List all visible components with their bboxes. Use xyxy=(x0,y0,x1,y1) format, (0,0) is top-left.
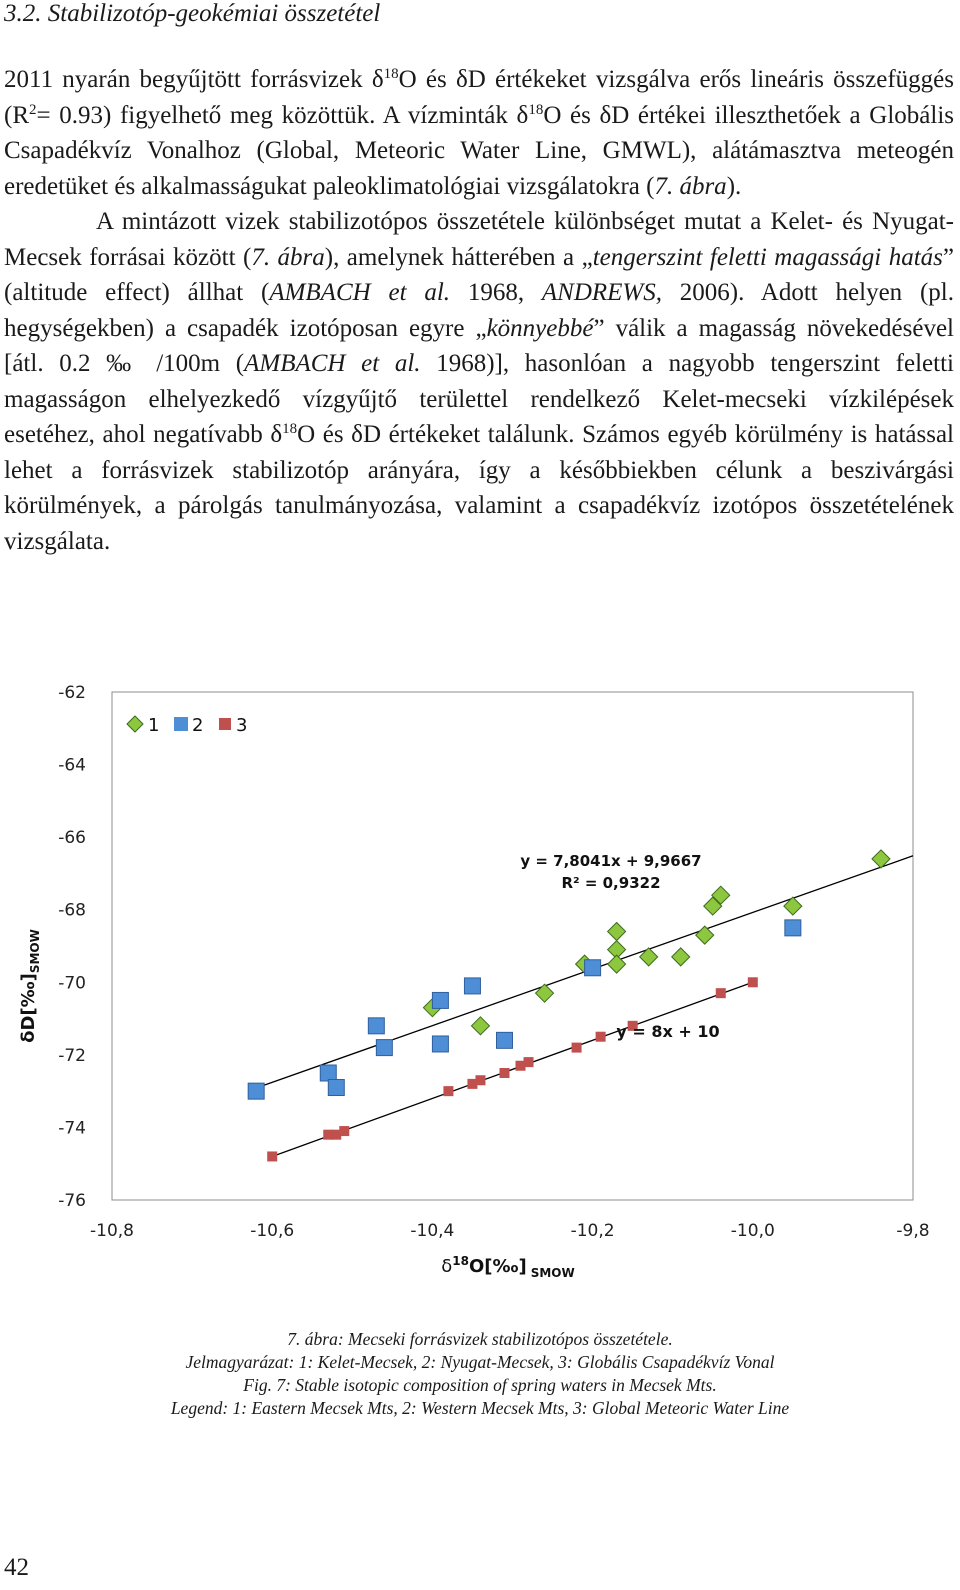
section-heading: 3.2. Stabilizotóp-geokémiai összetétel xyxy=(4,0,381,27)
y-tick-label: -62 xyxy=(58,683,86,703)
paragraph-2: A mintázott vizek stabilizotópos összeté… xyxy=(4,208,954,555)
x-tick-label: -10,8 xyxy=(90,1221,134,1241)
y-tick-label: -66 xyxy=(58,828,86,848)
citation: AMBACH et al. xyxy=(244,350,421,377)
data-point xyxy=(375,1039,393,1057)
data-point xyxy=(671,947,691,967)
data-point xyxy=(431,991,449,1009)
legend-label-2: 2 xyxy=(192,715,203,736)
data-point xyxy=(595,1031,606,1042)
data-point xyxy=(467,1078,478,1089)
isotope-scatter-chart: -62 -64 -66 -68 -70 -72 -74 -76 -10,8 -10,6 -10,4… xyxy=(18,683,930,1280)
regression-r2: R² = 0,9322 xyxy=(561,874,660,892)
y-axis-title-text: δD[‰]SMOW xyxy=(18,929,42,1043)
data-point xyxy=(627,1020,638,1031)
data-point xyxy=(703,896,723,916)
x-tick-label: -10,4 xyxy=(410,1221,454,1241)
data-series xyxy=(247,849,891,1162)
data-point xyxy=(499,1068,510,1078)
y-axis-title: δD[‰]SMOW xyxy=(18,929,42,1043)
data-point xyxy=(584,959,602,977)
data-point xyxy=(515,1060,526,1071)
series-1 xyxy=(422,849,891,1036)
data-point xyxy=(470,1016,491,1036)
regression-equation: y = 7,8041x + 9,9667 xyxy=(520,852,701,870)
x-tick-label: -10,6 xyxy=(250,1221,294,1241)
data-point xyxy=(747,977,758,988)
caption-line: Jelmagyarázat: 1: Kelet-Mecsek, 2: Nyuga… xyxy=(185,1352,775,1372)
legend-marker-2 xyxy=(174,717,188,731)
citation: ANDREWS, xyxy=(541,279,662,306)
legend: 1 2 3 xyxy=(126,715,247,736)
body-text: 2011 nyarán begyűjtött forrásvizek δ18O … xyxy=(4,62,954,559)
data-point xyxy=(606,954,627,974)
trendline-2 xyxy=(271,981,754,1158)
x-axis: -10,8 -10,6 -10,4 -10,2 -10,0 -9,8 δ18O[‰] SMOW xyxy=(90,1221,930,1280)
data-point xyxy=(431,1035,449,1053)
x-axis-title: δ18O[‰] SMOW xyxy=(441,1254,574,1280)
data-point xyxy=(638,947,659,967)
data-point xyxy=(247,1082,265,1100)
trendlines xyxy=(255,855,914,1158)
legend-marker-1 xyxy=(126,715,144,733)
legend-label-1: 1 xyxy=(148,715,159,736)
citation: AMBACH et al. xyxy=(269,279,451,306)
series-3 xyxy=(267,977,758,1162)
data-point xyxy=(495,1031,513,1049)
data-point xyxy=(523,1057,534,1068)
caption-line: Legend: 1: Eastern Mecsek Mts, 2: Wester… xyxy=(170,1398,790,1418)
data-point xyxy=(784,919,802,937)
data-point xyxy=(331,1129,342,1140)
series-2 xyxy=(247,919,802,1100)
data-point xyxy=(323,1129,334,1140)
data-point xyxy=(443,1086,454,1097)
data-point xyxy=(606,921,627,942)
y-tick-label: -76 xyxy=(58,1191,86,1211)
x-tick-label: -9,8 xyxy=(896,1221,929,1241)
data-point xyxy=(715,988,726,999)
gmwl-equation: y = 8x + 10 xyxy=(616,1022,719,1041)
data-point xyxy=(534,983,555,1003)
y-tick-label: -64 xyxy=(58,756,86,776)
data-point xyxy=(339,1126,350,1137)
data-point xyxy=(871,849,891,869)
page-number: 42 xyxy=(4,1554,29,1581)
y-tick-label: -74 xyxy=(58,1118,86,1138)
y-tick-label: -68 xyxy=(58,901,86,921)
figure-reference: 7. ábra xyxy=(654,172,727,200)
plot-area xyxy=(111,691,914,1201)
y-tick-label: -70 xyxy=(58,973,86,993)
data-point xyxy=(463,977,481,995)
data-point xyxy=(711,885,731,905)
figure-reference: 7. ábra xyxy=(251,243,325,271)
caption-line: Fig. 7: Stable isotopic composition of s… xyxy=(243,1375,717,1395)
data-point xyxy=(319,1064,337,1082)
data-point xyxy=(695,925,715,945)
plot-frame xyxy=(111,691,914,1201)
data-point xyxy=(327,1079,345,1097)
data-point xyxy=(475,1075,486,1086)
y-axis: -62 -64 -66 -68 -70 -72 -74 -76 xyxy=(58,683,86,1211)
caption-line: 7. ábra: Mecseki forrásvizek stabilizotó… xyxy=(287,1329,673,1349)
figure-caption: 7. ábra: Mecseki forrásvizek stabilizotó… xyxy=(0,1328,960,1420)
trendline-labels: y = 7,8041x + 9,9667 R² = 0,9322 y = 8x + … xyxy=(520,852,719,1041)
x-tick-label: -10,0 xyxy=(731,1221,775,1241)
data-point xyxy=(571,1042,582,1053)
data-point xyxy=(367,1017,385,1035)
legend-marker-3 xyxy=(219,718,231,730)
x-tick-label: -10,2 xyxy=(571,1221,615,1241)
paragraph-1: 2011 nyarán begyűjtött forrásvizek δ18O … xyxy=(4,66,954,200)
data-point xyxy=(783,896,803,916)
legend-label-3: 3 xyxy=(236,715,247,736)
y-tick-label: -72 xyxy=(58,1046,86,1066)
data-point xyxy=(267,1151,278,1162)
